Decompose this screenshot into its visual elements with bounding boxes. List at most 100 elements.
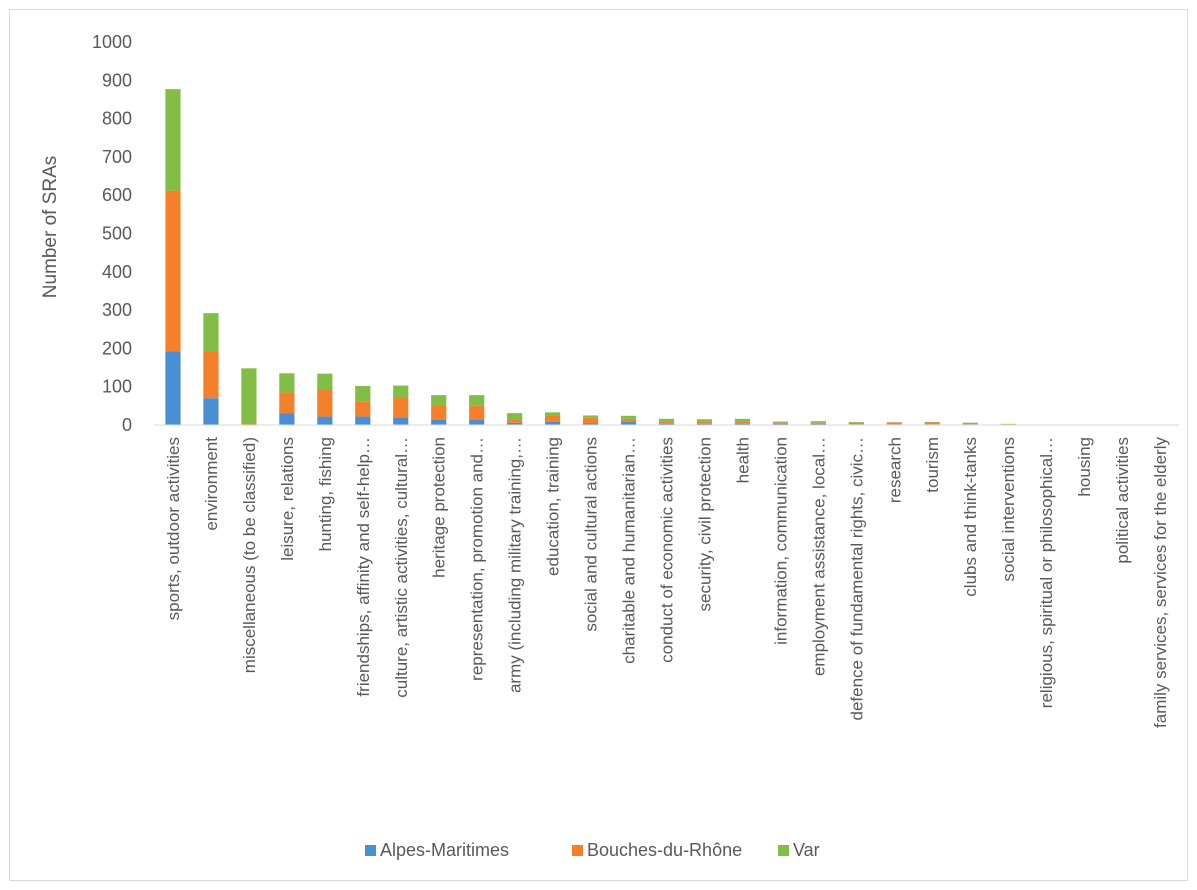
bar-segment xyxy=(203,313,219,352)
y-tick-label: 300 xyxy=(102,300,132,320)
bar-segment xyxy=(696,419,713,422)
y-axis-title: Number of SRAs xyxy=(40,156,61,299)
bar-segment xyxy=(582,423,599,425)
x-tick-label: sports, outdoor activities xyxy=(164,437,183,620)
bar-segment xyxy=(545,421,561,425)
bar-segment xyxy=(279,373,295,393)
bar-segment xyxy=(962,422,978,424)
x-tick-label: leisure, relations xyxy=(278,437,297,561)
y-tick-label: 900 xyxy=(102,70,132,90)
y-axis-ticks: 0 100 200 300 400 500 600 700 800 900 1000 xyxy=(92,32,132,435)
x-tick-label: conduct of economic activities xyxy=(658,437,677,663)
bar-segment xyxy=(165,190,181,352)
x-tick-label: political activities xyxy=(1113,437,1132,564)
x-tick-label: clubs and think-tanks xyxy=(961,437,980,597)
y-tick-label: 400 xyxy=(102,262,132,282)
bar-segment xyxy=(317,416,333,425)
legend-label: Var xyxy=(793,840,820,860)
bars xyxy=(165,89,1054,426)
bar-segment xyxy=(203,398,219,425)
bar-segment xyxy=(1000,424,1016,425)
bar-segment xyxy=(317,388,333,417)
x-tick-label: information, communication xyxy=(771,437,790,645)
bar-segment xyxy=(355,385,371,402)
x-tick-label: housing xyxy=(1075,437,1094,497)
y-tick-label: 200 xyxy=(102,338,132,358)
bar-segment xyxy=(848,422,864,425)
bar-segment xyxy=(696,421,713,424)
bar-segment xyxy=(203,351,219,399)
bar-segment xyxy=(810,423,826,425)
x-tick-label: army (including military training,… xyxy=(506,437,525,693)
bar-segment xyxy=(393,385,409,398)
bar-segment xyxy=(431,405,447,420)
bar-segment xyxy=(279,392,295,414)
x-tick-label: family services, services for the elderl… xyxy=(1151,437,1170,728)
x-tick-label: tourism xyxy=(923,437,942,493)
bar-segment xyxy=(431,395,447,406)
bar-segment xyxy=(924,421,940,423)
x-tick-label: defence of fundamental rights, civic… xyxy=(847,437,866,720)
y-tick-label: 600 xyxy=(102,185,132,205)
bar-segment xyxy=(772,422,788,424)
x-tick-label: culture, artistic activities, cultural… xyxy=(392,437,411,698)
bar-segment xyxy=(317,373,333,389)
bar-segment xyxy=(1000,423,1016,425)
bar-segment xyxy=(848,421,864,423)
x-tick-label: education, training xyxy=(544,437,563,576)
x-tick-label: employment assistance, local… xyxy=(809,437,828,676)
legend-label: Bouches-du-Rhône xyxy=(587,840,742,860)
legend: Alpes-Maritimes Bouches-du-Rhône Var xyxy=(365,840,820,860)
bar-segment xyxy=(469,405,485,421)
x-tick-label: religious, spiritual or philosophical… xyxy=(1037,437,1056,708)
y-tick-label: 100 xyxy=(102,377,132,397)
bar-segment xyxy=(924,422,940,425)
y-tick-label: 0 xyxy=(122,415,132,435)
bar-segment xyxy=(696,423,713,425)
bar-segment xyxy=(886,422,902,425)
bar-segment xyxy=(469,420,485,425)
x-axis-tick-labels: sports, outdoor activities environment mis… xyxy=(164,437,1170,728)
y-tick-label: 700 xyxy=(102,147,132,167)
bar-segment xyxy=(772,423,788,425)
bar-segment xyxy=(734,423,751,425)
bar-segment xyxy=(279,413,295,425)
bar-segment xyxy=(355,416,371,425)
bar-segment xyxy=(810,421,826,423)
bar-segment xyxy=(658,423,675,425)
chart-frame: Number of SRAs 0 100 200 300 400 500 600 700 800… xyxy=(9,9,1188,881)
bar-segment xyxy=(582,415,599,418)
bar-segment xyxy=(507,420,523,423)
x-tick-label: health xyxy=(733,437,752,483)
bar-segment xyxy=(393,417,409,425)
x-tick-label: security, civil protection xyxy=(695,437,714,611)
bar-segment xyxy=(620,421,637,425)
y-tick-label: 1000 xyxy=(92,32,132,52)
bar-segment xyxy=(431,419,447,425)
bar-segment xyxy=(658,418,675,422)
bar-segment xyxy=(734,421,751,424)
y-tick-label: 800 xyxy=(102,109,132,129)
legend-swatch xyxy=(365,845,376,856)
legend-swatch xyxy=(778,845,789,856)
bar-segment xyxy=(545,412,561,416)
bar-segment xyxy=(545,415,561,422)
x-tick-label: social interventions xyxy=(999,437,1018,582)
y-tick-label: 500 xyxy=(102,224,132,244)
legend-swatch xyxy=(572,845,583,856)
bar-segment xyxy=(165,351,181,425)
x-tick-label: social and cultural actions xyxy=(582,437,601,632)
x-tick-label: hunting, fishing xyxy=(316,437,335,551)
bar-segment xyxy=(658,421,675,424)
bar-segment xyxy=(507,422,523,425)
bar-segment xyxy=(469,395,485,406)
bar-segment xyxy=(772,421,788,423)
bar-segment xyxy=(582,417,599,424)
x-tick-label: charitable and humanitarian… xyxy=(620,437,639,664)
bar-segment xyxy=(810,422,826,424)
bar-segment xyxy=(241,423,257,425)
bar-segment xyxy=(393,397,409,418)
x-tick-label: research xyxy=(885,437,904,503)
x-tick-label: representation, promotion and… xyxy=(468,437,487,681)
x-tick-label: friendships, affinity and self-help… xyxy=(354,437,373,697)
